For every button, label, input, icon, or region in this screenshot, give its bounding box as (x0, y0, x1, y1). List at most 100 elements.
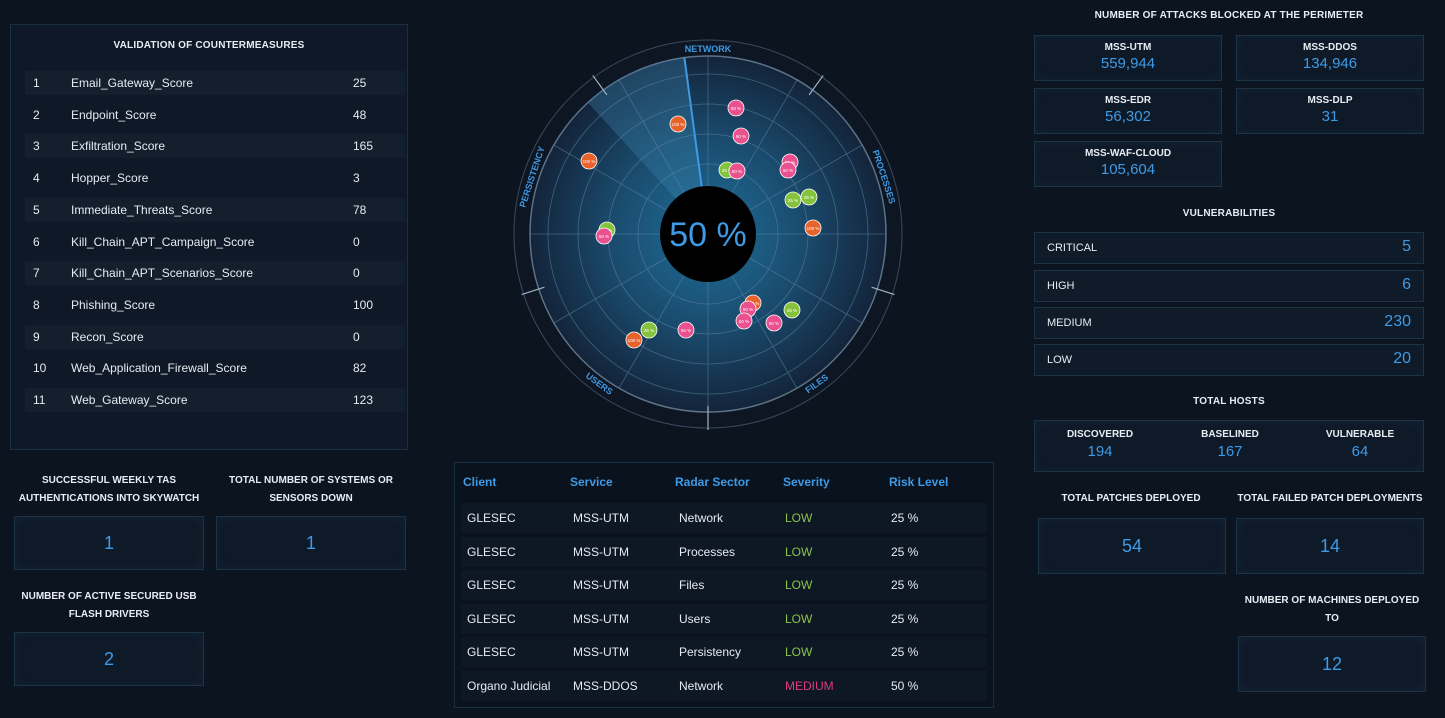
countermeasure-num: 8 (33, 297, 40, 312)
hosts-vulnerable-value: 64 (1351, 443, 1369, 460)
radar-blip-label: 25 % (644, 328, 654, 333)
radar-blip-orange[interactable]: 100 % (580, 152, 598, 170)
radar-blip-orange[interactable]: 100 % (625, 331, 643, 349)
usb-drives-card: 2 (14, 632, 204, 686)
countermeasure-score: 82 (353, 361, 367, 376)
radar-blip-label: 100 % (628, 338, 641, 343)
countermeasures-title: VALIDATION OF COUNTERMEASURES (113, 40, 305, 51)
radar-blip-pink[interactable]: 50 % (727, 99, 745, 117)
radar-center-text: 50 % (669, 216, 747, 254)
radar-blip-green[interactable]: 25 % (783, 301, 801, 319)
countermeasure-num: 2 (33, 107, 40, 122)
countermeasure-row: 9 Recon_Score 0 (25, 324, 405, 349)
hosts-baselined-label: BASELINED (1201, 429, 1259, 440)
radar-blip-pink[interactable]: 50 % (765, 314, 783, 332)
hosts-vulnerable: VULNERABLE 64 (1300, 429, 1420, 460)
countermeasure-num: 4 (33, 171, 40, 186)
table-header[interactable]: Risk Level (889, 475, 949, 489)
vuln-medium-value: 230 (1384, 313, 1411, 330)
table-cell-sector: Persistency (679, 645, 742, 659)
radar-blip-label: 50 % (783, 168, 793, 173)
radar-blip-pink[interactable]: 50 % (595, 227, 613, 245)
table-header[interactable]: Client (463, 475, 497, 489)
table-cell-client: GLESEC (467, 611, 516, 626)
countermeasure-row: 1 Email_Gateway_Score 25 (25, 71, 405, 95)
table-header[interactable]: Severity (783, 475, 830, 489)
vuln-critical-label: CRITICAL (1047, 242, 1098, 254)
countermeasure-score: 165 (353, 139, 374, 154)
table-header[interactable]: Radar Sector (675, 475, 750, 489)
patches-failed-value: 14 (1319, 536, 1341, 556)
table-cell-service: MSS-UTM (573, 511, 629, 525)
radar-blip-label: 25 % (722, 168, 732, 173)
usb-drives-label: NUMBER OF ACTIVE SECURED USB FLASH DRIVE… (21, 591, 197, 620)
machines-deployed-card: 12 (1238, 636, 1426, 692)
table-cell-risk: 25 % (891, 578, 919, 592)
table-cell-risk: 25 % (891, 645, 919, 659)
attacks-ddos-card: MSS-DDOS 134,946 (1236, 35, 1424, 81)
vuln-high-label: HIGH (1047, 280, 1075, 292)
countermeasure-score: 25 (353, 76, 367, 90)
table-row[interactable]: GLESEC MSS-UTM Network LOW 25 % (461, 503, 987, 533)
table-cell-service: MSS-DDOS (573, 678, 638, 693)
countermeasure-row: 3 Exfiltration_Score 165 (25, 134, 405, 159)
radar-blip-pink[interactable]: 50 % (677, 321, 695, 339)
table-row[interactable]: GLESEC MSS-UTM Files LOW 25 % (461, 570, 987, 600)
vuln-critical-row: CRITICAL 5 (1034, 232, 1424, 264)
table-row[interactable]: GLESEC MSS-UTM Users LOW 25 % (461, 603, 987, 634)
table-cell-client: GLESEC (467, 578, 516, 592)
attacks-waf-value: 105,604 (1100, 161, 1156, 178)
radar-blip-green[interactable]: 25 % (800, 188, 818, 206)
attacks-ddos-value: 134,946 (1302, 55, 1358, 72)
radar-blip-pink[interactable]: 50 % (735, 312, 753, 330)
radar-blip-pink[interactable]: 50 % (728, 162, 746, 180)
radar-blip-label: 25 % (804, 195, 814, 200)
countermeasure-num: 11 (33, 393, 46, 407)
countermeasure-row: 10 Web_Application_Firewall_Score 82 (25, 356, 405, 380)
radar-blip-label: 50 % (743, 307, 753, 312)
table-cell-sector: Files (679, 578, 705, 592)
radar-blip-dot (779, 161, 797, 179)
radar-blip-label: 100 % (583, 159, 596, 164)
vuln-high-row: HIGH 6 (1034, 270, 1424, 302)
vuln-high-value: 6 (1402, 276, 1411, 293)
machines-deployed-label: NUMBER OF MACHINES DEPLOYED TO (1244, 595, 1420, 624)
radar-blip-orange[interactable]: 100 % (804, 219, 822, 237)
countermeasure-num: 9 (33, 329, 40, 344)
countermeasure-row: 5 Immediate_Threats_Score 78 (25, 197, 405, 222)
patches-deployed-label: TOTAL PATCHES DEPLOYED (1061, 493, 1201, 504)
radar-blip-dot (669, 115, 687, 133)
vulnerabilities-title: VULNERABILITIES (1182, 208, 1276, 219)
countermeasure-row: 2 Endpoint_Score 48 (25, 103, 405, 127)
radar-blip-green[interactable]: 25 % (640, 321, 658, 339)
tas-auth-value: 1 (103, 533, 114, 553)
countermeasure-name: Kill_Chain_APT_Scenarios_Score (71, 266, 254, 281)
table-row[interactable]: GLESEC MSS-UTM Processes LOW 25 % (461, 536, 987, 567)
countermeasure-name: Kill_Chain_APT_Campaign_Score (71, 234, 255, 249)
table-header[interactable]: Service (570, 475, 613, 489)
countermeasure-score: 78 (353, 202, 367, 217)
countermeasure-num: 5 (33, 202, 40, 217)
countermeasure-num: 6 (33, 234, 40, 249)
countermeasure-score: 0 (353, 234, 360, 249)
table-row[interactable]: GLESEC MSS-UTM Persistency LOW 25 % (461, 637, 987, 667)
radar-blip-dot (765, 314, 783, 332)
radar-blip-dot (732, 127, 750, 145)
radar-blip-pink[interactable]: 50 % (732, 127, 750, 145)
radar-blip-label: 25 % (787, 308, 797, 313)
vuln-critical-value: 5 (1402, 238, 1411, 255)
radar-blip-dot (783, 301, 801, 319)
countermeasure-num: 3 (33, 139, 40, 154)
table-cell-client: GLESEC (467, 544, 516, 559)
radar-blip-orange[interactable]: 100 % (669, 115, 687, 133)
hosts-discovered-label: DISCOVERED (1066, 429, 1134, 440)
radar-blip-label: 50 % (736, 134, 746, 139)
table-cell-client: GLESEC (467, 511, 516, 525)
patches-deployed-card: 54 (1038, 518, 1226, 574)
attacks-edr-value: 56,302 (1105, 108, 1151, 125)
radar-blip-green[interactable]: 25 % (784, 191, 802, 209)
table-row[interactable]: Organo Judicial MSS-DDOS Network MEDIUM 50 % (461, 670, 987, 701)
radar-blip-dot (804, 219, 822, 237)
countermeasure-score: 3 (353, 171, 360, 186)
radar-blip-pink[interactable]: 50 % (779, 161, 797, 179)
